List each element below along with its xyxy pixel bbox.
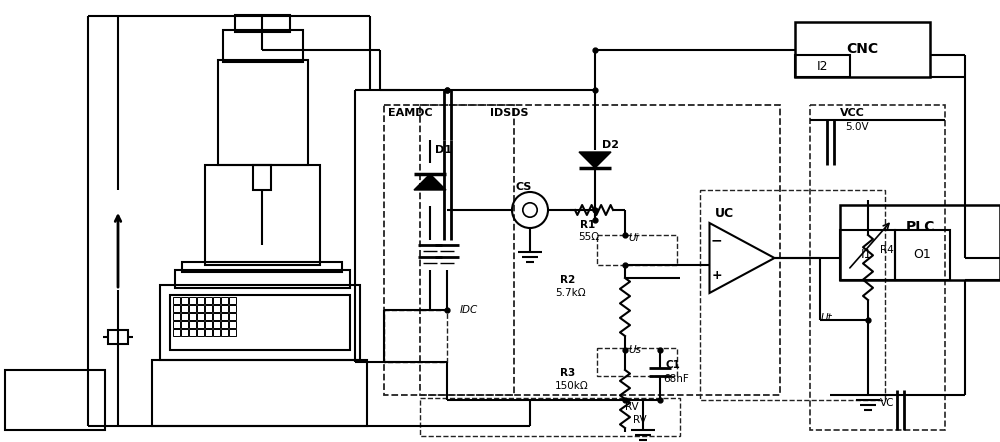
- Text: R2: R2: [560, 275, 575, 285]
- Bar: [181, 321, 188, 328]
- Bar: [229, 321, 236, 328]
- Bar: [895, 230, 950, 280]
- Bar: [189, 297, 196, 304]
- Text: C1: C1: [665, 360, 680, 370]
- Bar: [253, 165, 271, 190]
- Bar: [181, 329, 188, 336]
- Bar: [420, 105, 780, 395]
- Bar: [840, 230, 895, 280]
- Bar: [795, 22, 930, 77]
- Text: I1: I1: [861, 248, 873, 262]
- Bar: [189, 321, 196, 328]
- Text: 5.0V: 5.0V: [845, 122, 869, 132]
- Bar: [175, 270, 350, 288]
- Text: CNC: CNC: [846, 42, 878, 56]
- Bar: [189, 313, 196, 320]
- Text: CS: CS: [515, 182, 531, 192]
- Bar: [213, 329, 220, 336]
- Bar: [173, 297, 180, 304]
- Bar: [229, 305, 236, 312]
- Bar: [221, 305, 228, 312]
- Bar: [235, 15, 290, 32]
- Text: Ut: Ut: [820, 313, 832, 323]
- Text: VC: VC: [880, 398, 895, 408]
- Bar: [229, 329, 236, 336]
- Bar: [205, 329, 212, 336]
- Bar: [221, 313, 228, 320]
- Polygon shape: [710, 223, 774, 293]
- Bar: [170, 295, 350, 350]
- Bar: [384, 105, 514, 395]
- Bar: [197, 329, 204, 336]
- Bar: [384, 310, 447, 362]
- Bar: [181, 297, 188, 304]
- Text: RV: RV: [633, 415, 647, 425]
- Bar: [197, 313, 204, 320]
- Bar: [160, 285, 360, 360]
- Bar: [197, 321, 204, 328]
- Bar: [213, 297, 220, 304]
- Bar: [205, 321, 212, 328]
- Text: R4: R4: [880, 245, 894, 255]
- Text: EAMDC: EAMDC: [388, 108, 433, 118]
- Text: 68nF: 68nF: [663, 374, 689, 384]
- Bar: [795, 55, 850, 77]
- Bar: [181, 305, 188, 312]
- Bar: [221, 297, 228, 304]
- Bar: [173, 313, 180, 320]
- Polygon shape: [414, 174, 446, 190]
- Text: UC: UC: [715, 207, 734, 220]
- Text: −: −: [711, 233, 722, 248]
- Text: Us: Us: [628, 345, 641, 355]
- Bar: [810, 105, 945, 430]
- Text: +: +: [711, 269, 722, 282]
- Bar: [213, 321, 220, 328]
- Text: 55Ω: 55Ω: [578, 232, 599, 242]
- Bar: [218, 60, 308, 165]
- Bar: [229, 313, 236, 320]
- Bar: [152, 360, 367, 426]
- Text: 150kΩ: 150kΩ: [555, 381, 589, 391]
- Text: VCC: VCC: [840, 108, 865, 118]
- Text: R3: R3: [560, 368, 575, 378]
- Bar: [205, 305, 212, 312]
- Bar: [5, 370, 105, 430]
- Bar: [181, 313, 188, 320]
- Bar: [182, 262, 342, 272]
- Bar: [197, 305, 204, 312]
- Bar: [213, 313, 220, 320]
- Bar: [597, 348, 677, 376]
- Text: O1: O1: [913, 248, 931, 262]
- Text: IDC: IDC: [460, 305, 478, 315]
- Bar: [205, 165, 320, 265]
- Bar: [173, 329, 180, 336]
- Polygon shape: [579, 152, 611, 168]
- Bar: [420, 398, 680, 436]
- Text: I2: I2: [816, 60, 828, 72]
- Bar: [197, 297, 204, 304]
- Bar: [221, 321, 228, 328]
- Bar: [189, 305, 196, 312]
- Bar: [205, 313, 212, 320]
- Text: Ui: Ui: [628, 233, 639, 243]
- Text: RV: RV: [625, 402, 639, 412]
- Bar: [223, 30, 303, 62]
- Bar: [173, 305, 180, 312]
- Bar: [700, 190, 885, 400]
- Text: R1: R1: [580, 220, 595, 230]
- Bar: [840, 205, 1000, 280]
- Bar: [597, 235, 677, 265]
- Bar: [221, 329, 228, 336]
- Text: D2: D2: [602, 140, 619, 150]
- Bar: [173, 321, 180, 328]
- Text: 5.7kΩ: 5.7kΩ: [555, 288, 586, 298]
- Bar: [213, 305, 220, 312]
- Bar: [205, 297, 212, 304]
- Text: PLC: PLC: [905, 220, 935, 234]
- Bar: [189, 329, 196, 336]
- Text: IDSDS: IDSDS: [490, 108, 528, 118]
- Bar: [108, 330, 128, 344]
- Bar: [229, 297, 236, 304]
- Text: D1: D1: [435, 145, 452, 155]
